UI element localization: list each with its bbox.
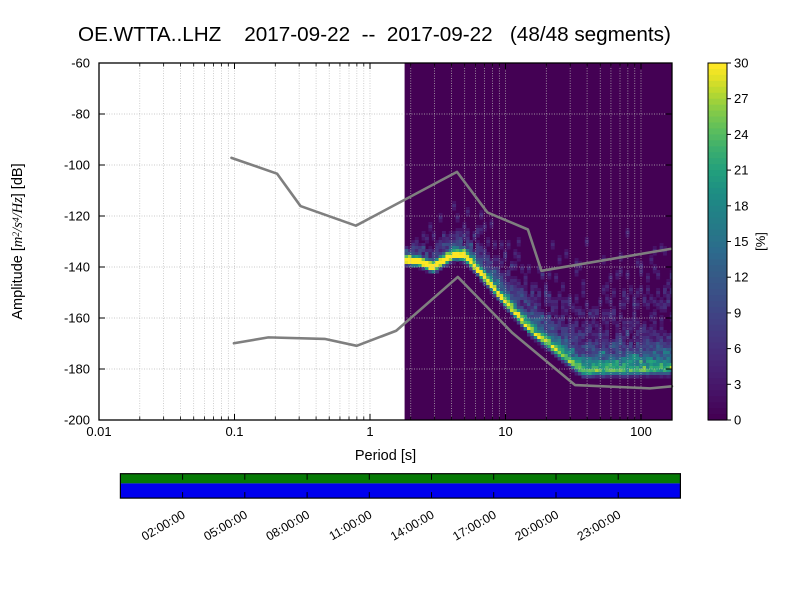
svg-text:21: 21 <box>734 163 748 178</box>
svg-text:12: 12 <box>734 270 748 285</box>
svg-text:Amplitude [m2/s4/Hz] [dB]: Amplitude [m2/s4/Hz] [dB] <box>10 163 26 319</box>
svg-text:-180: -180 <box>64 362 90 377</box>
svg-text:Period [s]: Period [s] <box>355 448 416 464</box>
svg-text:10: 10 <box>498 424 512 439</box>
svg-text:6: 6 <box>734 341 741 356</box>
svg-text:-100: -100 <box>64 158 90 173</box>
svg-text:9: 9 <box>734 305 741 320</box>
svg-text:18: 18 <box>734 198 748 213</box>
svg-text:OE.WTTA..LHZ 2017-09-22 --: OE.WTTA..LHZ 2017-09-22 -- 2017-09-22 (4… <box>78 23 671 46</box>
svg-text:[%]: [%] <box>753 232 768 251</box>
svg-text:-200: -200 <box>64 413 90 428</box>
svg-text:3: 3 <box>734 377 741 392</box>
svg-text:30: 30 <box>734 56 748 71</box>
svg-text:0: 0 <box>734 413 741 428</box>
svg-text:24: 24 <box>734 127 748 142</box>
svg-text:15: 15 <box>734 234 748 249</box>
svg-text:-140: -140 <box>64 260 90 275</box>
svg-text:0.1: 0.1 <box>225 424 243 439</box>
svg-text:-60: -60 <box>71 56 90 71</box>
svg-text:-120: -120 <box>64 209 90 224</box>
svg-text:27: 27 <box>734 91 748 106</box>
svg-text:-80: -80 <box>71 107 90 122</box>
svg-text:-160: -160 <box>64 311 90 326</box>
svg-text:1: 1 <box>366 424 373 439</box>
svg-text:100: 100 <box>630 424 652 439</box>
svg-text:0.01: 0.01 <box>86 424 111 439</box>
